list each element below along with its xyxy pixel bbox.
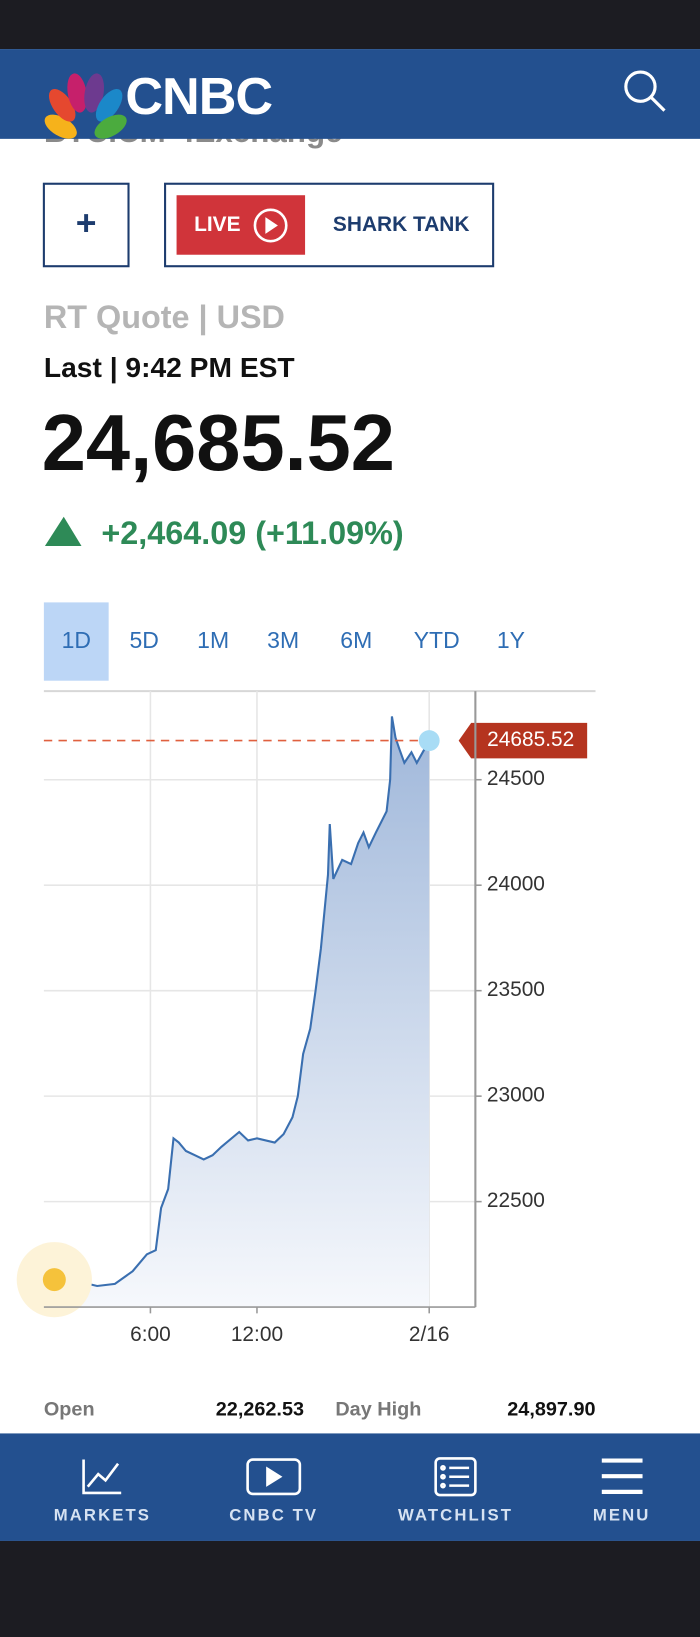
logo-text: CNBC xyxy=(125,68,272,126)
quote-change: +2,464.09 (+11.09%) xyxy=(101,515,403,551)
quote-price: 24,685.52 xyxy=(42,398,395,487)
search-icon[interactable] xyxy=(624,70,666,112)
play-icon xyxy=(253,208,288,243)
tab-label[interactable]: 1M xyxy=(197,627,229,653)
watchlist-icon xyxy=(434,1457,477,1497)
add-label: + xyxy=(76,203,97,243)
quote-source: RT Quote | USD xyxy=(44,299,285,335)
markets-icon xyxy=(82,1459,122,1495)
tab-label[interactable]: 6M xyxy=(340,627,372,653)
live-label: LIVE xyxy=(194,213,240,236)
nav-label[interactable]: WATCHLIST xyxy=(398,1505,513,1524)
menu-icon xyxy=(601,1458,643,1494)
y-tick-label: 23500 xyxy=(487,978,545,1001)
last-value-label: 24685.52 xyxy=(487,728,574,751)
stat-label: Open xyxy=(44,1399,95,1421)
tab-label[interactable]: 5D xyxy=(129,627,158,653)
x-tick-label: 6:00 xyxy=(130,1323,171,1346)
line xyxy=(52,716,431,1288)
x-tick-label: 2/16 xyxy=(409,1323,450,1346)
nav-label[interactable]: MENU xyxy=(593,1505,651,1524)
quote-time: Last | 9:42 PM EST xyxy=(44,351,295,383)
y-tick-label: 24000 xyxy=(487,873,545,896)
tab-label[interactable]: 3M xyxy=(267,627,299,653)
tv-icon xyxy=(246,1458,302,1496)
up-arrow xyxy=(44,516,82,547)
tab-label[interactable]: 1Y xyxy=(497,627,525,653)
status-bar xyxy=(0,0,700,50)
tab-label[interactable]: 1D xyxy=(62,627,91,653)
x-tick-label: 12:00 xyxy=(231,1323,283,1346)
show-label: SHARK TANK xyxy=(333,213,470,236)
stat-value: 22,262.53 xyxy=(216,1399,304,1421)
y-tick-label: 23000 xyxy=(487,1084,545,1107)
tab-label[interactable]: YTD xyxy=(414,627,460,653)
y-tick-label: 22500 xyxy=(487,1189,545,1212)
stat-value: 24,897.90 xyxy=(507,1399,595,1421)
live-badge xyxy=(176,195,306,255)
y-tick-label: 24500 xyxy=(487,767,545,790)
nav-label[interactable]: CNBC TV xyxy=(229,1505,318,1524)
bottom-nav xyxy=(0,1433,700,1541)
first-point xyxy=(42,1268,66,1292)
nav-label[interactable]: MARKETS xyxy=(54,1505,151,1524)
peacock-logo xyxy=(44,73,127,139)
tab-selected[interactable] xyxy=(43,602,109,681)
add-button[interactable] xyxy=(42,182,130,268)
area xyxy=(52,716,430,1308)
last-point xyxy=(418,730,440,752)
last-value-tag xyxy=(458,722,588,759)
stat-label: Day High xyxy=(335,1399,421,1421)
home-bar-area xyxy=(0,1540,700,1637)
